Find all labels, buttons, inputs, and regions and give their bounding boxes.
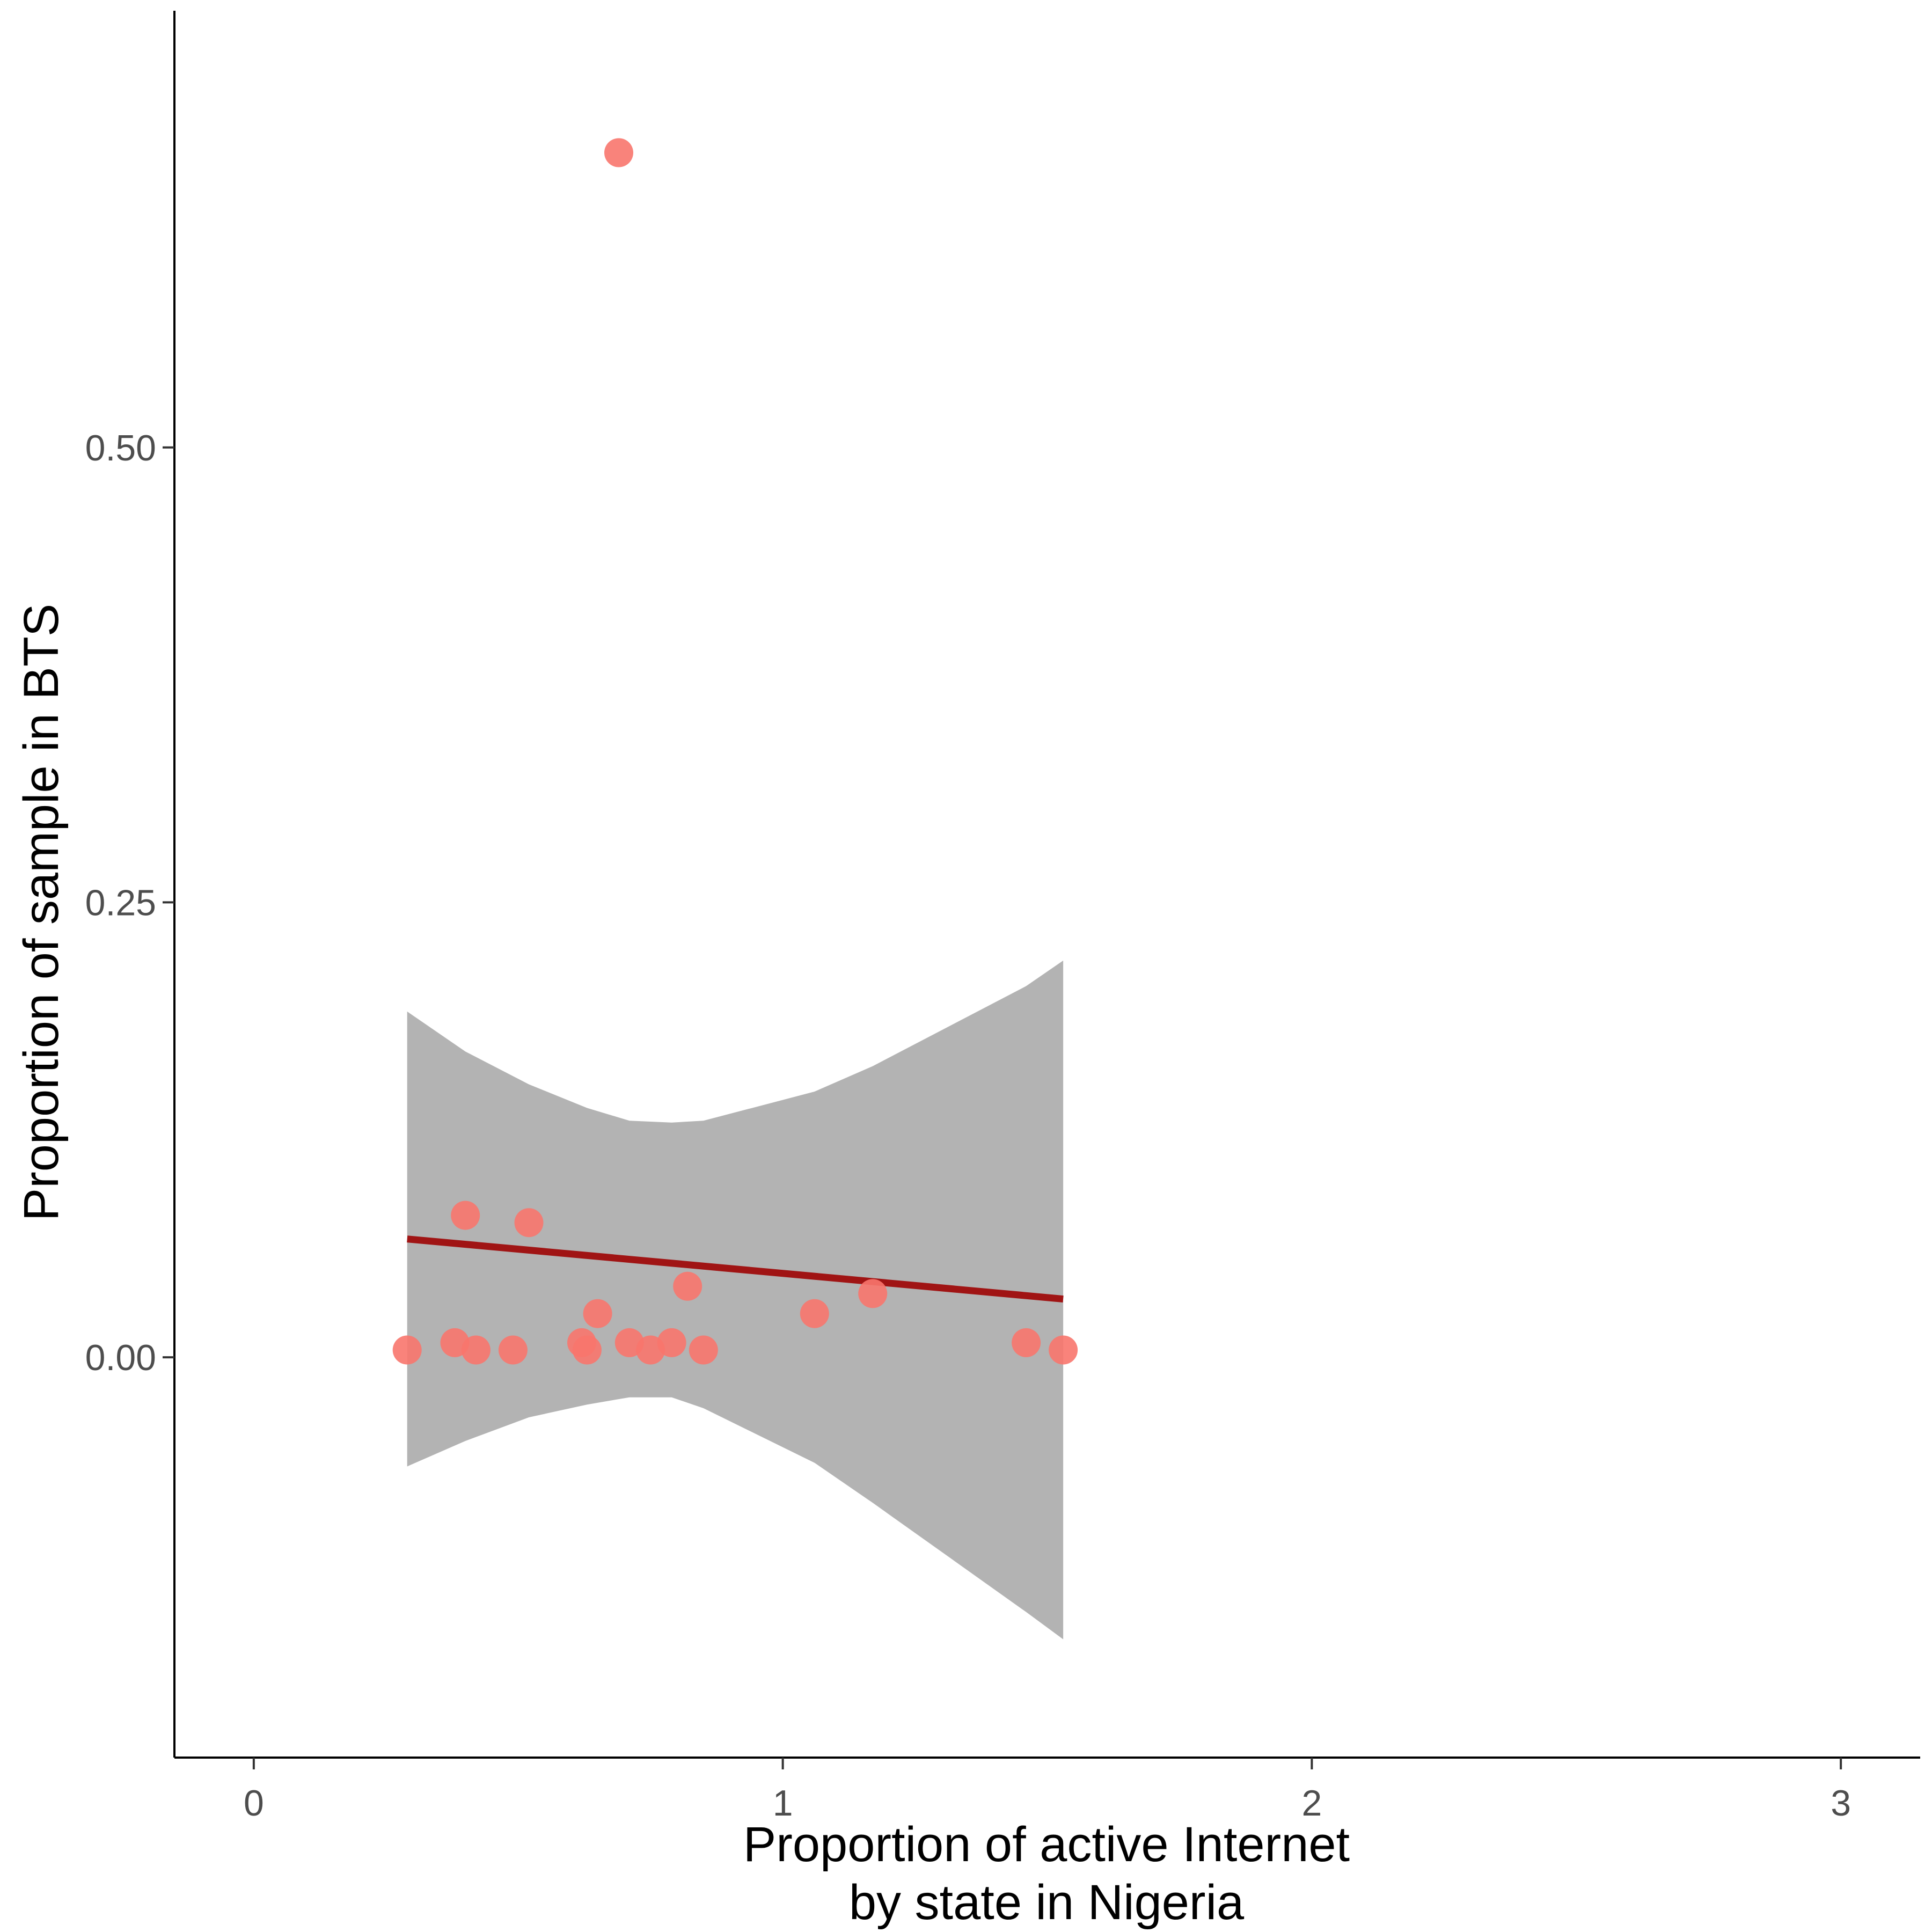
x-tick-label: 1 <box>773 1783 793 1824</box>
y-axis-title: Proportion of sample in BTS <box>14 604 69 1221</box>
data-point <box>1012 1328 1041 1357</box>
y-tick-label: 0.25 <box>85 882 156 923</box>
x-tick-label: 0 <box>244 1783 264 1824</box>
data-point <box>392 1335 422 1365</box>
regression-line <box>407 1235 1064 1303</box>
y-axis-ticks: 0.00 0.25 0.50 <box>85 428 174 1378</box>
x-axis-title-line-2: by state in Nigeria <box>849 1875 1245 1930</box>
data-point <box>498 1335 528 1365</box>
x-tick-label: 2 <box>1301 1783 1322 1824</box>
data-point <box>451 1201 480 1230</box>
data-point <box>604 138 633 167</box>
data-point <box>572 1335 602 1365</box>
confidence-band <box>407 960 1064 1640</box>
y-tick-label: 0.50 <box>85 428 156 469</box>
x-axis-ticks: 0 1 2 3 <box>244 1758 1851 1824</box>
data-point <box>1049 1335 1078 1365</box>
y-tick-label: 0.00 <box>85 1337 156 1378</box>
data-point <box>514 1208 544 1238</box>
data-point <box>673 1271 702 1301</box>
data-point <box>583 1299 612 1328</box>
data-point <box>800 1299 829 1328</box>
data-point <box>461 1335 491 1365</box>
plot-area <box>392 138 1078 1640</box>
data-point <box>858 1279 888 1308</box>
x-tick-label: 3 <box>1831 1783 1851 1824</box>
data-point <box>657 1328 686 1357</box>
x-axis-title-line-1: Proportion of active Internet <box>743 1817 1350 1872</box>
data-point <box>689 1335 718 1365</box>
data-points <box>392 138 1078 1365</box>
